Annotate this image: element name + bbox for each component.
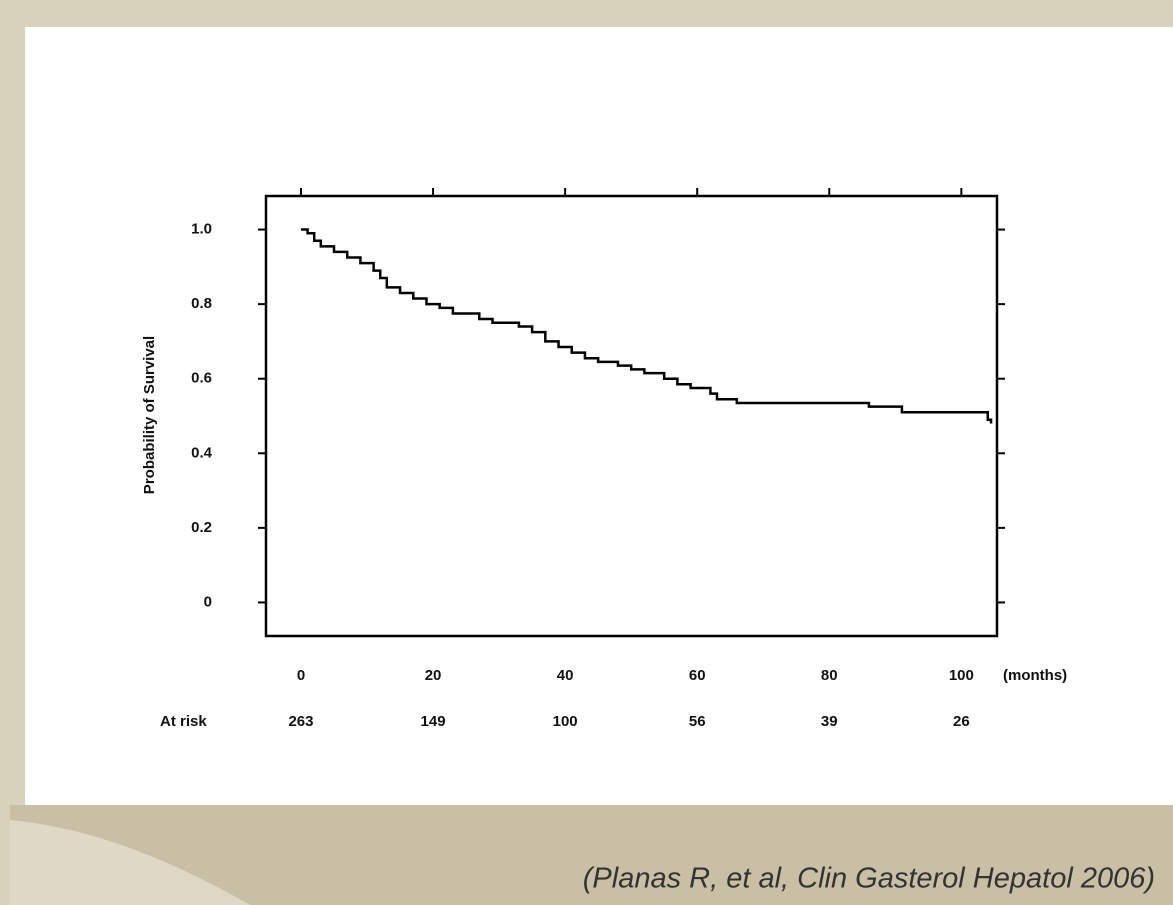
- at-risk-value: 263: [288, 713, 313, 730]
- leaf-decoration: [10, 820, 250, 905]
- content-panel: [25, 27, 1173, 805]
- y-tick-label: 0.2: [191, 519, 212, 536]
- y-tick-label: 0.6: [191, 370, 212, 387]
- x-tick-label: 80: [821, 667, 838, 684]
- at-risk-value: 26: [953, 713, 970, 730]
- x-tick-label: 100: [949, 667, 974, 684]
- x-tick-label: 40: [557, 667, 574, 684]
- y-axis-label: Probability of Survival: [141, 336, 158, 494]
- survival-curve: [300, 228, 993, 424]
- at-risk-value: 149: [421, 713, 446, 730]
- at-risk-value: 39: [821, 713, 838, 730]
- at-risk-value: 100: [553, 713, 578, 730]
- citation: (Planas R, et al, Clin Gasterol Hepatol …: [583, 863, 1155, 895]
- x-tick-label: 0: [297, 667, 305, 684]
- y-tick-label: 0.8: [191, 295, 212, 312]
- x-tick-label: 60: [689, 667, 706, 684]
- y-tick-label: 0.4: [191, 444, 213, 461]
- y-tick-label: 0: [204, 593, 212, 610]
- plot-frame: [264, 194, 999, 638]
- y-tick-label: 1.0: [191, 221, 212, 238]
- at-risk-value: 56: [689, 713, 706, 730]
- at-risk-label: At risk: [160, 713, 207, 730]
- x-axis-label: (months): [1003, 667, 1067, 684]
- x-tick-label: 20: [425, 667, 442, 684]
